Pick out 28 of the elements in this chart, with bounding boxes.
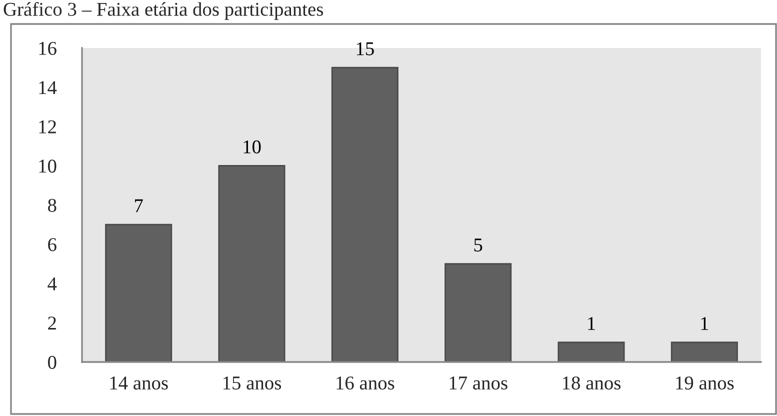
x-tick-label: 16 anos bbox=[336, 376, 394, 390]
y-tick-label: 2 bbox=[48, 316, 56, 330]
bar bbox=[218, 165, 286, 362]
y-tick-label: 16 bbox=[39, 42, 56, 55]
y-tick-label: 12 bbox=[39, 120, 56, 134]
data-label: 5 bbox=[474, 238, 482, 252]
x-tick-label: 14 anos bbox=[110, 376, 168, 390]
data-label: 7 bbox=[135, 199, 143, 212]
data-label: 1 bbox=[701, 317, 708, 330]
y-tick-label: 8 bbox=[48, 198, 56, 212]
x-tick-label: 15 anos bbox=[223, 376, 282, 390]
bar bbox=[105, 224, 172, 362]
bar bbox=[331, 66, 398, 362]
y-tick-label: 4 bbox=[48, 277, 57, 290]
y-tick-label: 14 bbox=[39, 81, 57, 94]
x-tick-label: 19 anos bbox=[676, 376, 734, 390]
y-tick-label: 6 bbox=[48, 238, 56, 252]
x-tick-label: 18 anos bbox=[562, 376, 621, 390]
data-label: 1 bbox=[588, 317, 595, 330]
data-label: 10 bbox=[244, 140, 261, 154]
bar bbox=[670, 342, 738, 362]
y-tick-label: 0 bbox=[48, 356, 56, 369]
y-tick-label: 10 bbox=[39, 160, 56, 173]
chart-title: Gráfico 3 – Faixa etária dos participantes bbox=[4, 2, 324, 20]
x-tick-label: 17 anos bbox=[450, 376, 508, 390]
bar bbox=[444, 263, 512, 362]
data-label: 15 bbox=[356, 42, 374, 56]
bar bbox=[558, 342, 625, 362]
